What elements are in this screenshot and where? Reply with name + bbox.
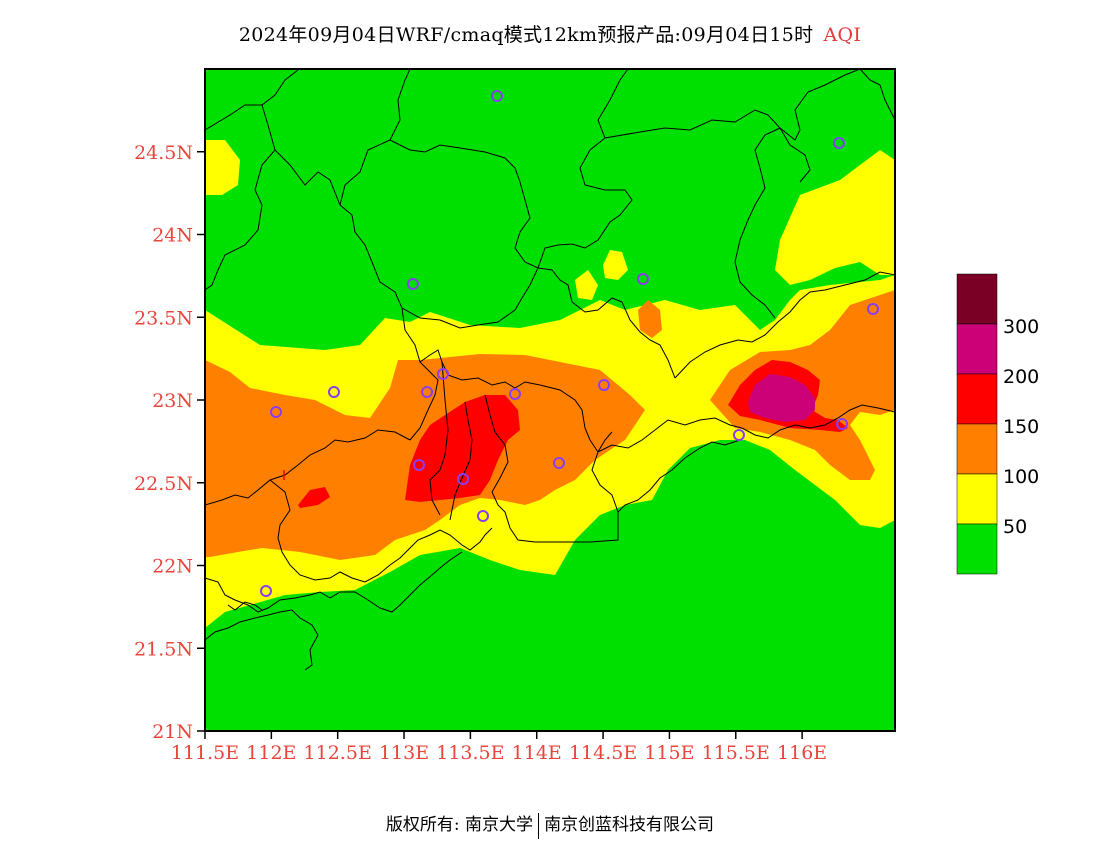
station-marker — [421, 386, 433, 398]
station-marker — [553, 457, 565, 469]
legend-swatch-very-unhealthy — [956, 323, 998, 375]
station-marker — [437, 368, 449, 380]
lat-tick-label: 24.5N — [134, 142, 193, 164]
map-title: 2024年09月04日WRF/cmaq模式12km预报产品:09月04日15时 A… — [0, 20, 1100, 47]
station-marker — [413, 459, 425, 471]
legend-swatch-unhealthy — [956, 373, 998, 425]
lon-tick-label: 114E — [512, 742, 562, 764]
station-marker — [509, 388, 521, 400]
lon-tick-label: 114.5E — [569, 742, 637, 764]
legend-swatch-usg — [956, 423, 998, 475]
lat-tick-label: 24N — [152, 225, 193, 247]
lon-tick-label: 115E — [644, 742, 694, 764]
station-marker — [328, 386, 340, 398]
station-marker — [407, 278, 419, 290]
legend-swatch-hazardous — [956, 273, 998, 325]
legend-label: 300 — [1003, 316, 1039, 338]
latitude-axis: 21N 21.5N 22N 22.5N 23N 23.5N 24N 24.5N — [134, 142, 205, 743]
lon-tick-label: 111.5E — [171, 742, 239, 764]
title-text: 2024年09月04日WRF/cmaq模式12km预报产品:09月04日15时 — [238, 24, 814, 46]
lat-tick-label: 22N — [152, 556, 193, 578]
lon-tick-label: 113E — [379, 742, 429, 764]
legend-label: 100 — [1003, 466, 1039, 488]
copyright-footer: 版权所有: 南京大学 南京创蓝科技有限公司 — [0, 810, 1100, 839]
station-marker — [836, 418, 848, 430]
lon-tick-label: 116E — [777, 742, 827, 764]
lon-tick-label: 113.5E — [436, 742, 504, 764]
legend-label: 200 — [1003, 366, 1039, 388]
aqi-band-very-unhealthy — [748, 374, 815, 422]
station-marker — [260, 585, 272, 597]
station-marker — [491, 90, 503, 102]
legend-label: 50 — [1003, 516, 1027, 538]
station-marker — [833, 137, 845, 149]
copyright-company: 南京创蓝科技有限公司 — [544, 815, 715, 835]
copyright-owner: 版权所有: 南京大学 — [385, 815, 534, 835]
aqi-field — [205, 69, 895, 731]
lon-tick-label: 112.5E — [304, 742, 372, 764]
station-marker — [598, 379, 610, 391]
lat-tick-label: 21.5N — [134, 638, 193, 660]
title-variable: AQI — [823, 24, 862, 46]
station-marker — [637, 273, 649, 285]
station-marker — [867, 303, 879, 315]
longitude-axis: 111.5E 112E 112.5E 113E 113.5E 114E 114.5E 115E… — [171, 731, 827, 764]
station-marker — [733, 429, 745, 441]
lat-tick-label: 21N — [152, 721, 193, 743]
lat-tick-label: 23.5N — [134, 307, 193, 329]
lat-tick-label: 22.5N — [134, 473, 193, 495]
footer-divider — [538, 812, 540, 839]
lat-tick-label: 23N — [152, 390, 193, 412]
admin-boundaries — [205, 69, 895, 671]
station-marker — [477, 510, 489, 522]
lon-tick-label: 115.5E — [702, 742, 770, 764]
aqi-legend: 50 100 150 200 300 — [956, 273, 1039, 575]
station-marker — [270, 406, 282, 418]
station-marker — [457, 473, 469, 485]
legend-swatch-moderate — [956, 473, 998, 525]
legend-swatch-good — [956, 523, 998, 575]
legend-label: 150 — [1003, 416, 1039, 438]
lon-tick-label: 112E — [246, 742, 296, 764]
monitoring-stations — [260, 90, 879, 597]
